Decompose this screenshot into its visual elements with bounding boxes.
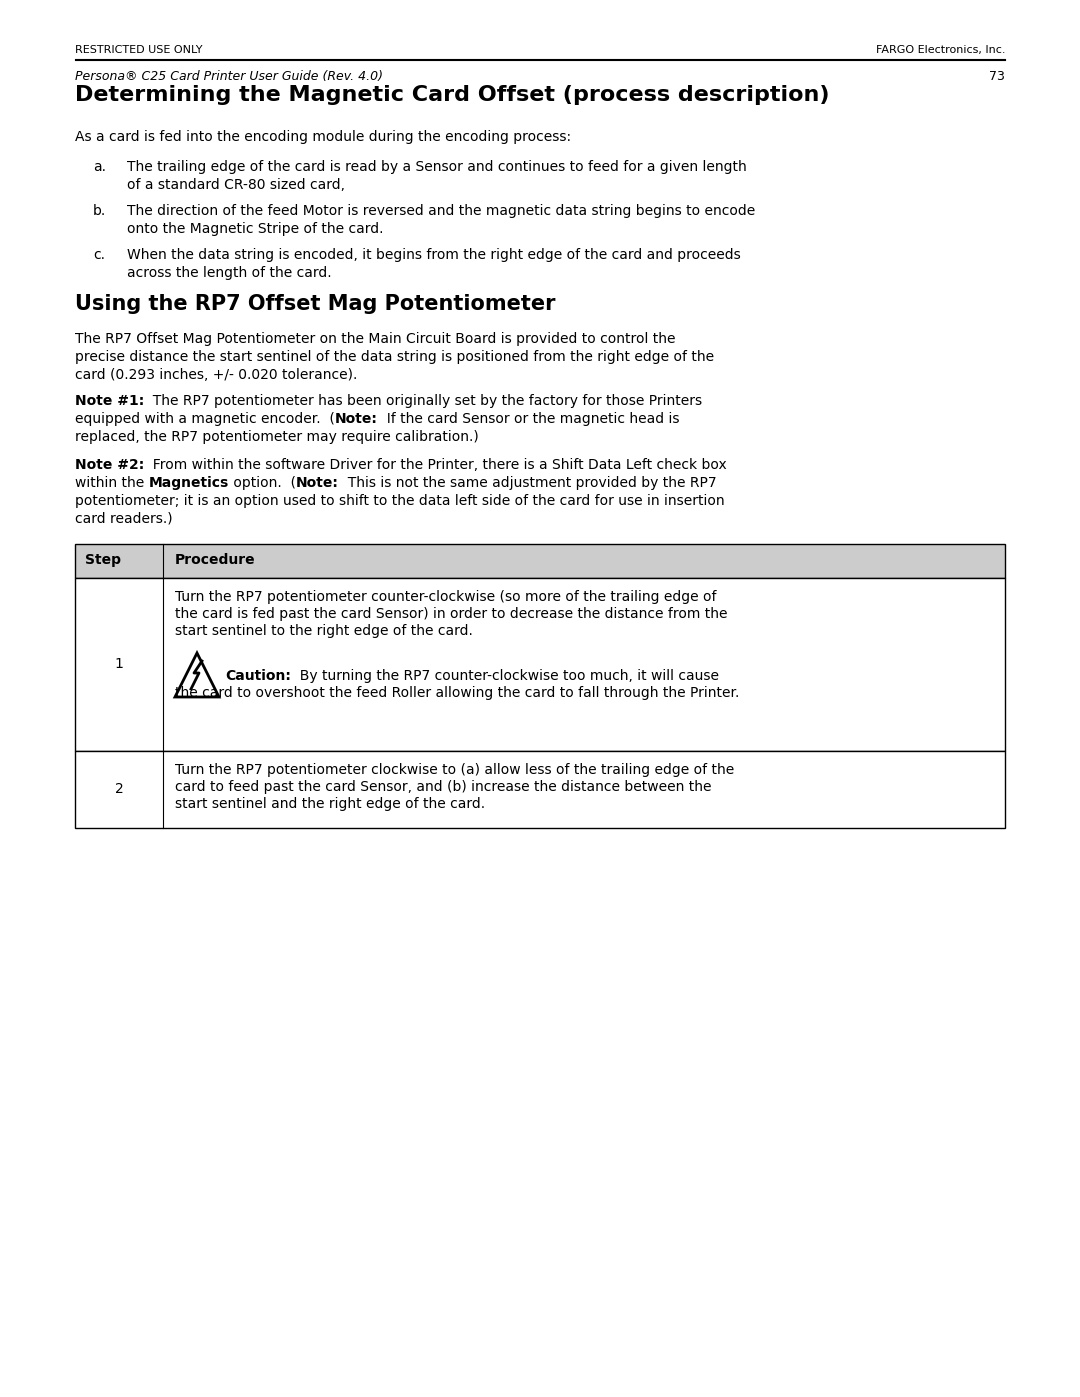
Text: potentiometer; it is an option used to shift to the data left side of the card f: potentiometer; it is an option used to s… <box>75 495 725 509</box>
Text: Note #2:: Note #2: <box>75 458 145 472</box>
Text: Note #1:: Note #1: <box>75 394 145 408</box>
Text: RESTRICTED USE ONLY: RESTRICTED USE ONLY <box>75 45 203 54</box>
Text: start sentinel to the right edge of the card.: start sentinel to the right edge of the … <box>175 624 473 638</box>
Text: 1: 1 <box>114 657 123 671</box>
Text: Caution:: Caution: <box>225 669 291 683</box>
Text: b.: b. <box>93 204 106 218</box>
Text: the card to overshoot the feed Roller allowing the card to fall through the Prin: the card to overshoot the feed Roller al… <box>175 686 740 700</box>
Text: Note:: Note: <box>335 412 378 426</box>
Text: across the length of the card.: across the length of the card. <box>127 265 332 279</box>
Text: 2: 2 <box>114 782 123 796</box>
Text: Using the RP7 Offset Mag Potentiometer: Using the RP7 Offset Mag Potentiometer <box>75 293 555 314</box>
Text: within the: within the <box>75 476 149 490</box>
Text: Determining the Magnetic Card Offset (process description): Determining the Magnetic Card Offset (pr… <box>75 85 829 105</box>
Text: equipped with a magnetic encoder.  (: equipped with a magnetic encoder. ( <box>75 412 335 426</box>
Text: option.  (: option. ( <box>229 476 296 490</box>
Text: As a card is fed into the encoding module during the encoding process:: As a card is fed into the encoding modul… <box>75 130 571 144</box>
Text: Magnetics: Magnetics <box>149 476 229 490</box>
Bar <box>75 752 1005 828</box>
Text: The direction of the feed Motor is reversed and the magnetic data string begins : The direction of the feed Motor is rever… <box>127 204 755 218</box>
Text: If the card Sensor or the magnetic head is: If the card Sensor or the magnetic head … <box>378 412 679 426</box>
Text: card (0.293 inches, +/- 0.020 tolerance).: card (0.293 inches, +/- 0.020 tolerance)… <box>75 367 357 381</box>
Text: By turning the RP7 counter-clockwise too much, it will cause: By turning the RP7 counter-clockwise too… <box>291 669 719 683</box>
Text: replaced, the RP7 potentiometer may require calibration.): replaced, the RP7 potentiometer may requ… <box>75 430 478 444</box>
Text: The RP7 Offset Mag Potentiometer on the Main Circuit Board is provided to contro: The RP7 Offset Mag Potentiometer on the … <box>75 332 675 346</box>
Text: From within the software Driver for the Printer, there is a Shift Data Left chec: From within the software Driver for the … <box>145 458 727 472</box>
Bar <box>75 578 1005 752</box>
Text: 73: 73 <box>989 70 1005 82</box>
Text: Step: Step <box>85 553 121 567</box>
Text: of a standard CR-80 sized card,: of a standard CR-80 sized card, <box>127 177 345 191</box>
Text: FARGO Electronics, Inc.: FARGO Electronics, Inc. <box>876 45 1005 54</box>
Text: Turn the RP7 potentiometer counter-clockwise (so more of the trailing edge of: Turn the RP7 potentiometer counter-clock… <box>175 590 716 604</box>
Text: The RP7 potentiometer has been originally set by the factory for those Printers: The RP7 potentiometer has been originall… <box>145 394 702 408</box>
Text: onto the Magnetic Stripe of the card.: onto the Magnetic Stripe of the card. <box>127 222 383 236</box>
Text: card readers.): card readers.) <box>75 511 173 527</box>
Text: c.: c. <box>93 249 105 263</box>
Text: card to feed past the card Sensor, and (b) increase the distance between the: card to feed past the card Sensor, and (… <box>175 780 712 793</box>
Text: The trailing edge of the card is read by a Sensor and continues to feed for a gi: The trailing edge of the card is read by… <box>127 161 746 175</box>
Text: a.: a. <box>93 161 106 175</box>
Polygon shape <box>175 652 219 697</box>
Text: When the data string is encoded, it begins from the right edge of the card and p: When the data string is encoded, it begi… <box>127 249 741 263</box>
Text: Turn the RP7 potentiometer clockwise to (a) allow less of the trailing edge of t: Turn the RP7 potentiometer clockwise to … <box>175 763 734 777</box>
Text: Persona® C25 Card Printer User Guide (Rev. 4.0): Persona® C25 Card Printer User Guide (Re… <box>75 70 383 82</box>
Text: the card is fed past the card Sensor) in order to decrease the distance from the: the card is fed past the card Sensor) in… <box>175 608 728 622</box>
Text: Procedure: Procedure <box>175 553 256 567</box>
Bar <box>75 543 1005 578</box>
Text: This is not the same adjustment provided by the RP7: This is not the same adjustment provided… <box>339 476 716 490</box>
Text: precise distance the start sentinel of the data string is positioned from the ri: precise distance the start sentinel of t… <box>75 351 714 365</box>
Text: Note:: Note: <box>296 476 339 490</box>
Text: start sentinel and the right edge of the card.: start sentinel and the right edge of the… <box>175 798 485 812</box>
